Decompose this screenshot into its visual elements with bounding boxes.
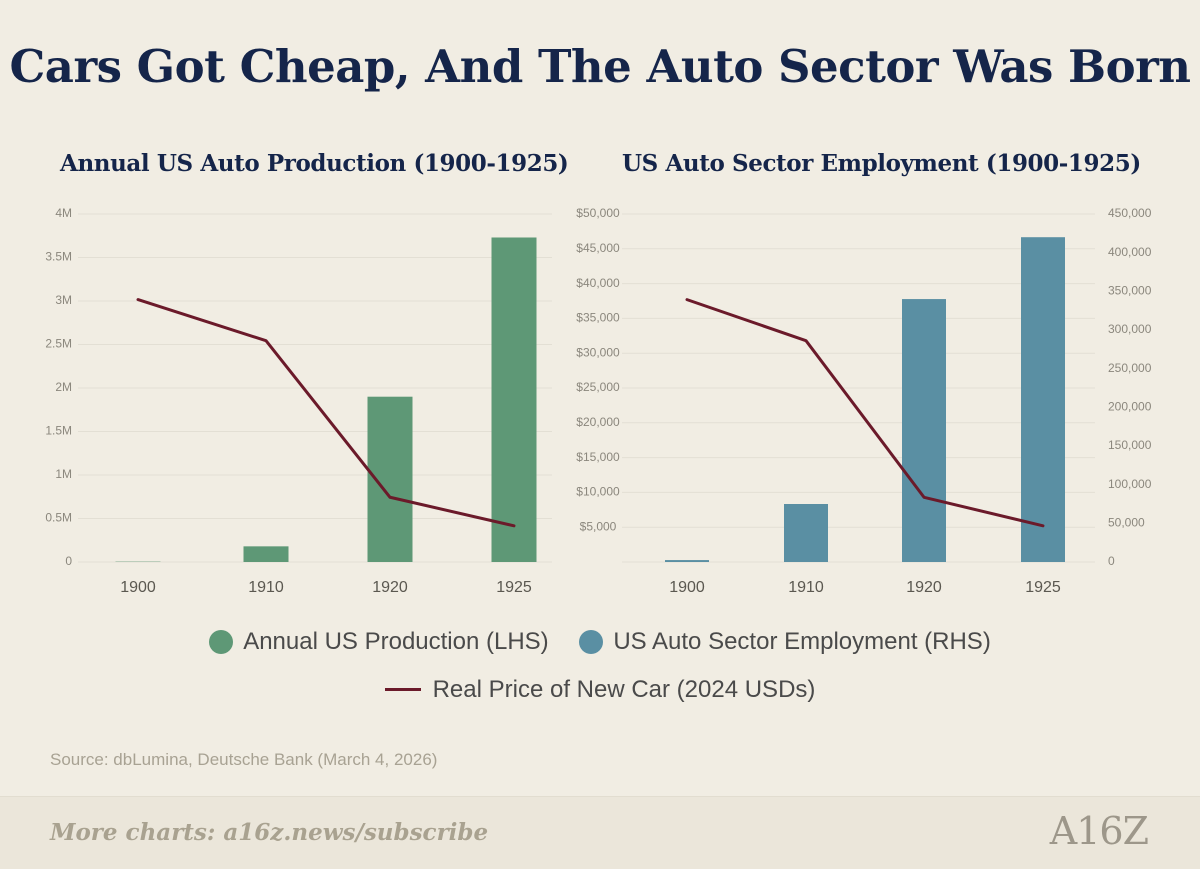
employment-x-tick-label: 1925 [1025,579,1061,596]
legend-row-1: Annual US Production (LHS) US Auto Secto… [0,628,1200,661]
employment-bar [902,299,946,562]
employment-right-tick-label: 0 [1108,554,1115,568]
production-x-tick-label: 1925 [496,579,532,596]
source-note: Source: dbLumina, Deutsche Bank (March 4… [50,750,437,770]
production-right-tick-label: $25,000 [576,380,620,394]
employment-x-tick-label: 1900 [669,579,705,596]
production-right-tick-label: $35,000 [576,311,620,325]
employment-right-tick-label: 100,000 [1108,477,1152,491]
legend-item-employment: US Auto Sector Employment (RHS) [579,628,990,656]
production-right-tick-label: $10,000 [576,485,620,499]
production-x-tick-label: 1920 [372,579,408,596]
legend-item-production: Annual US Production (LHS) [209,628,548,656]
employment-dot-icon [579,630,603,654]
footer: More charts: a16z.news/subscribe A16Z [0,796,1200,869]
employment-bar [1021,237,1065,562]
a16z-logo: A16Z [1050,809,1148,853]
production-right-tick-label: $5,000 [580,519,617,533]
employment-x-tick-label: 1910 [788,579,824,596]
production-bar [492,237,537,562]
employment-right-tick-label: 150,000 [1108,438,1152,452]
production-x-tick-label: 1900 [120,579,156,596]
legend-label-production: Annual US Production (LHS) [243,628,548,656]
price-line-icon [385,688,421,691]
production-left-tick-label: 3.5M [45,250,72,264]
employment-right-tick-label: 400,000 [1108,245,1152,259]
employment-x-tick-label: 1920 [906,579,942,596]
production-right-tick-label: $50,000 [576,206,620,220]
employment-right-tick-label: 300,000 [1108,322,1152,336]
production-left-tick-label: 3M [55,293,72,307]
legend-row-2: Real Price of New Car (2024 USDs) [0,670,1200,704]
employment-bar [784,504,828,562]
production-left-tick-label: 0.5M [45,511,72,525]
production-left-tick-label: 4M [55,206,72,220]
production-right-tick-label: $45,000 [576,241,620,255]
subscribe-link[interactable]: More charts: a16z.news/subscribe [50,819,488,846]
employment-right-tick-label: 250,000 [1108,361,1152,375]
production-bar [244,546,289,562]
production-x-tick-label: 1910 [248,579,284,596]
production-right-tick-label: $30,000 [576,345,620,359]
legend-item-price: Real Price of New Car (2024 USDs) [385,676,816,704]
legend-label-employment: US Auto Sector Employment (RHS) [613,628,990,656]
production-right-tick-label: $20,000 [576,415,620,429]
legend-label-price: Real Price of New Car (2024 USDs) [433,676,816,704]
production-price-line [138,300,514,526]
production-left-tick-label: 2M [55,380,72,394]
employment-right-tick-label: 350,000 [1108,284,1152,298]
production-left-tick-label: 0 [65,554,72,568]
employment-bar [665,560,709,562]
employment-right-tick-label: 450,000 [1108,206,1152,220]
charts-canvas: 0 0.5M 1M 1.5M 2M 2.5M 3M 3.5M 4M $5,000 $10,000 $1… [0,0,1200,610]
production-right-tick-label: $40,000 [576,276,620,290]
production-left-tick-label: 2.5M [45,337,72,351]
employment-price-line [687,300,1043,526]
production-right-tick-label: $15,000 [576,450,620,464]
employment-right-tick-label: 50,000 [1108,516,1145,530]
production-dot-icon [209,630,233,654]
production-left-tick-label: 1.5M [45,424,72,438]
production-left-tick-label: 1M [55,467,72,481]
employment-right-tick-label: 200,000 [1108,400,1152,414]
